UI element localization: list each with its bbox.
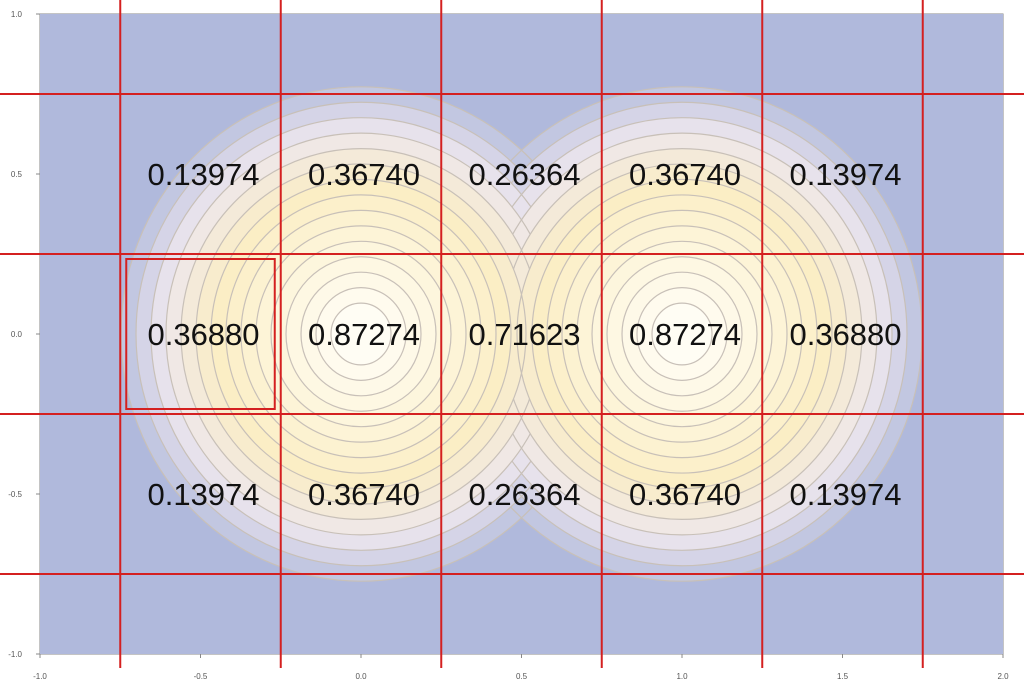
cell-values-layer: 0.13974 0.36740 0.26364 0.36740 0.13974 0.368…	[147, 157, 901, 512]
y-tick-label: 0.5	[11, 170, 23, 179]
y-tick-label: -1.0	[8, 650, 22, 659]
cell-value: 0.87274	[308, 317, 420, 352]
highlighted-cell-box	[125, 258, 276, 410]
cell-value: 0.87274	[629, 317, 741, 352]
contour-fill-layer	[40, 14, 1003, 654]
contour-band	[330, 302, 713, 366]
x-tick-label: 0.5	[516, 672, 528, 681]
red-grid-lines	[0, 0, 1024, 668]
cell-value: 0.36740	[629, 477, 741, 512]
axis-ticks-layer: -1.0 -0.5 0.0 0.5 1.0 1.5 2.0 1.0 0.5 0.0 -0.5 -1.0	[8, 10, 1009, 681]
cell-value: 0.26364	[468, 477, 580, 512]
contour-band	[315, 287, 728, 381]
contour-band	[300, 271, 743, 397]
x-tick-label: 1.0	[676, 672, 688, 681]
y-tick-label: 0.0	[11, 330, 23, 339]
x-tick-label: 0.0	[355, 672, 367, 681]
x-tick-label: -0.5	[194, 672, 208, 681]
cell-value: 0.13974	[147, 477, 259, 512]
cell-value: 0.36740	[308, 477, 420, 512]
cell-value: 0.13974	[147, 157, 259, 192]
y-tick-label: -0.5	[8, 490, 22, 499]
cell-value: 0.36880	[789, 317, 901, 352]
cell-value: 0.13974	[789, 157, 901, 192]
x-tick-label: 2.0	[997, 672, 1009, 681]
cell-value: 0.13974	[789, 477, 901, 512]
x-tick-label: -1.0	[33, 672, 47, 681]
x-tick-label: 1.5	[837, 672, 849, 681]
cell-value: 0.36740	[308, 157, 420, 192]
cell-value: 0.26364	[468, 157, 580, 192]
cell-value: 0.36880	[147, 317, 259, 352]
highlight-layer	[125, 258, 276, 410]
cell-value: 0.36740	[629, 157, 741, 192]
cell-value: 0.71623	[468, 317, 580, 352]
y-tick-label: 1.0	[11, 10, 23, 19]
